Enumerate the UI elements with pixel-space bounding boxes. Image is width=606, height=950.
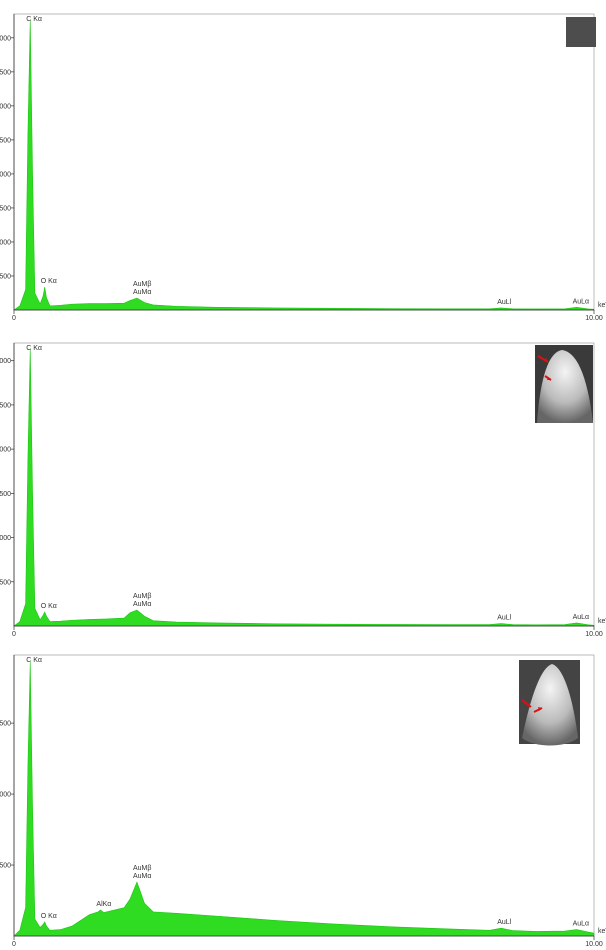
y-tick-label: 4000 bbox=[0, 35, 11, 42]
y-tick-label: 3500 bbox=[0, 69, 11, 76]
y-tick-label: 500 bbox=[0, 579, 11, 586]
y-tick-label: 1000 bbox=[0, 239, 11, 246]
peak-label: AuLl bbox=[497, 299, 511, 306]
x-unit: keV bbox=[598, 302, 606, 309]
peak-label: C Kα bbox=[26, 345, 42, 352]
y-tick-label: 2500 bbox=[0, 137, 11, 144]
peak-label: O Kα bbox=[41, 278, 57, 285]
y-tick-label: 1500 bbox=[0, 721, 11, 728]
y-tick-label: 2500 bbox=[0, 402, 11, 409]
x-tick-label: 0 bbox=[12, 941, 16, 948]
peak-label: AuMα bbox=[133, 873, 151, 880]
plot-frame bbox=[13, 13, 595, 311]
peak-label: AuLl bbox=[497, 615, 511, 622]
x-unit: keV bbox=[598, 618, 606, 625]
peak-label: O Kα bbox=[41, 913, 57, 920]
x-tick-label: 10.00 bbox=[585, 941, 603, 948]
y-tick-label: 1000 bbox=[0, 535, 11, 542]
peak-label: AlKα bbox=[96, 901, 111, 908]
inset-image bbox=[535, 345, 593, 423]
x-unit: keV bbox=[598, 928, 606, 935]
peak-label: AuMα bbox=[133, 601, 151, 608]
peak-label: C Kα bbox=[26, 16, 42, 23]
spectrum-panel: 500 1000 1500 2000 2500 3000 0 10.00 keV AuLα AuLl… bbox=[0, 342, 606, 638]
peak-label: O Kα bbox=[41, 603, 57, 610]
spectrum-area bbox=[13, 349, 595, 627]
plot-frame bbox=[13, 654, 595, 937]
spectrum-area bbox=[13, 19, 595, 311]
charts: 500 1000 1500 2000 2500 3000 3500 4000 0 10.00 keV… bbox=[0, 13, 606, 948]
spectrum-panel: 500 1000 1500 2000 2500 3000 3500 4000 0 10.00 keV… bbox=[0, 13, 606, 322]
y-tick-label: 500 bbox=[0, 863, 11, 870]
y-tick-label: 500 bbox=[0, 273, 11, 280]
y-tick-label: 2000 bbox=[0, 171, 11, 178]
spectrum-area bbox=[13, 662, 595, 937]
peak-label: AuLα bbox=[573, 921, 590, 928]
y-tick-label: 2000 bbox=[0, 447, 11, 454]
peak-label: AuMβ bbox=[133, 593, 151, 600]
y-tick-label: 1500 bbox=[0, 205, 11, 212]
x-tick-label: 0 bbox=[12, 315, 16, 322]
inset-image bbox=[519, 660, 580, 746]
peak-label: AuMα bbox=[133, 289, 151, 296]
y-tick-label: 3000 bbox=[0, 103, 11, 110]
inset-image bbox=[566, 17, 596, 47]
peak-label: C Kα bbox=[26, 657, 42, 664]
peak-label: AuLα bbox=[573, 614, 590, 621]
y-tick-label: 1500 bbox=[0, 491, 11, 498]
x-tick-label: 0 bbox=[12, 631, 16, 638]
peak-label: AuMβ bbox=[133, 865, 151, 872]
peak-label: AuLα bbox=[573, 298, 590, 305]
x-tick-label: 10.00 bbox=[585, 315, 603, 322]
peak-label: AuMβ bbox=[133, 281, 151, 288]
plot-frame bbox=[13, 342, 595, 627]
peak-label: AuLl bbox=[497, 919, 511, 926]
y-tick-label: 1000 bbox=[0, 792, 11, 799]
y-tick-label: 3000 bbox=[0, 358, 11, 365]
x-tick-label: 10.00 bbox=[585, 631, 603, 638]
